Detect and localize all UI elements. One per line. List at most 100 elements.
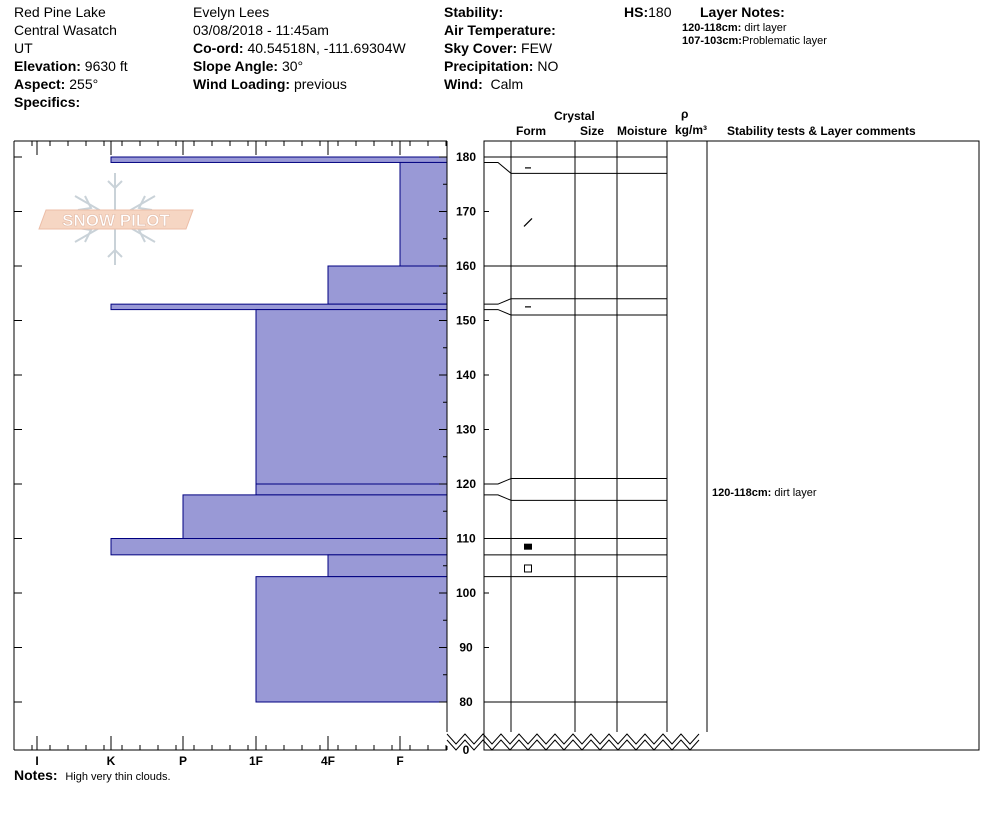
- coord-label: Co-ord:: [193, 40, 244, 56]
- height-tick-label-180: 180: [456, 150, 476, 164]
- hardness-bar-2: [399, 161, 448, 267]
- layer-note-2-range: 107-103cm:: [682, 35, 742, 47]
- hardness-tick-label-1F: 1F: [249, 754, 263, 768]
- location-name: Red Pine Lake: [14, 4, 106, 20]
- layer-comment-1-text: dirt layer: [774, 487, 817, 499]
- hardness-bar-6: [255, 483, 448, 496]
- hardness-bar-1: [110, 156, 448, 163]
- hardness-bar-10: [255, 576, 448, 703]
- hardness-bar-9: [327, 554, 448, 578]
- snowpilot-logo: SNOW PILOT: [38, 173, 194, 265]
- sky-cover-field: Sky Cover: FEW: [444, 39, 552, 57]
- hardness-tick-label-I: I: [35, 754, 38, 768]
- precip-label: Precipitation:: [444, 58, 534, 74]
- wind-loading-field: Wind Loading: previous: [193, 75, 347, 93]
- moisture-header: Moisture: [617, 124, 668, 138]
- observer-name: Evelyn Lees: [193, 4, 270, 20]
- layer-comment-1: 120-118cm: dirt layer: [712, 487, 817, 500]
- hardness-bar-7: [182, 494, 448, 539]
- grain-symbol-open-square: [524, 564, 532, 573]
- grain-symbol-slash: [523, 217, 533, 227]
- wind-value: Calm: [490, 76, 524, 92]
- observation-datetime: 03/08/2018 - 11:45am: [193, 22, 329, 38]
- logo-text: SNOW PILOT: [62, 211, 170, 230]
- height-tick-label-140: 140: [456, 368, 476, 382]
- wind-loading-label: Wind Loading:: [193, 76, 291, 92]
- elevation-value: 9630 ft: [84, 58, 128, 74]
- grain-connector-117: [484, 494, 512, 501]
- height-tick-label-90: 90: [459, 641, 473, 655]
- axis-break-zigzag-top: [446, 733, 700, 745]
- sky-cover-label: Sky Cover:: [444, 40, 518, 56]
- layer-comment-1-range: 120-118cm:: [712, 487, 772, 499]
- logo-banner: [38, 209, 194, 230]
- hardness-bar-3: [327, 265, 448, 305]
- layer-notes-label: Layer Notes:: [700, 4, 785, 20]
- grain-panel-border: [483, 140, 980, 751]
- grain-connector-177: [484, 161, 512, 174]
- hardness-tick-label-K: K: [107, 754, 116, 768]
- layer-note-2-text: Problematic layer: [741, 35, 827, 47]
- layer-note-1-text: dirt layer: [744, 22, 787, 34]
- hs-field: HS:180: [624, 3, 671, 21]
- hs-label: HS:: [624, 4, 649, 20]
- elevation-label: Elevation:: [14, 58, 81, 74]
- grain-connector-121: [484, 478, 512, 485]
- grain-connector-151: [484, 309, 512, 316]
- coord-value: 40.54518N, -111.69304W: [247, 40, 406, 56]
- wind-field: Wind: Calm: [444, 75, 523, 93]
- hardness-axes: I K P 1F 4F F: [13, 140, 447, 768]
- wind-label: Wind:: [444, 76, 483, 92]
- aspect-field: Aspect: 255°: [14, 75, 98, 93]
- sky-cover-value: FEW: [521, 40, 553, 56]
- hardness-tick-label-4F: 4F: [321, 754, 335, 768]
- height-tick-label-130: 130: [456, 423, 476, 437]
- slope-field: Slope Angle: 30°: [193, 57, 303, 75]
- layer-note-1: 120-118cm: dirt layer: [682, 22, 787, 35]
- range-name: Central Wasatch: [14, 22, 117, 38]
- wind-loading-value: previous: [293, 76, 347, 92]
- height-tick-label-120: 120: [456, 477, 476, 491]
- slope-label: Slope Angle:: [193, 58, 279, 74]
- size-header: Size: [580, 124, 605, 138]
- grain-connector-154: [484, 298, 512, 305]
- aspect-label: Aspect:: [14, 76, 66, 92]
- height-tick-label-160: 160: [456, 259, 476, 273]
- axis-break-zigzag-bottom: [446, 739, 700, 751]
- air-temp-label: Air Temperature:: [444, 22, 556, 38]
- height-axis: 0 80 90 100 110 120 130 140 150 160 170 180: [439, 141, 476, 757]
- hardness-tick-label-P: P: [179, 754, 187, 768]
- elevation-field: Elevation: 9630 ft: [14, 57, 128, 75]
- height-tick-label-0: 0: [463, 743, 470, 757]
- precip-value: NO: [537, 58, 559, 74]
- hardness-tick-label-F: F: [396, 754, 403, 768]
- layer-note-2: 107-103cm:Problematic layer: [682, 35, 827, 48]
- aspect-value: 255°: [69, 76, 99, 92]
- hardness-bars: [110, 156, 448, 703]
- density-unit: kg/m³: [675, 123, 708, 137]
- hardness-bar-4: [110, 303, 448, 311]
- height-tick-label-150: 150: [456, 314, 476, 328]
- form-header: Form: [516, 124, 546, 138]
- specifics-label: Specifics:: [14, 94, 81, 110]
- layer-note-1-range: 120-118cm:: [682, 22, 742, 34]
- notes-field: Notes: High very thin clouds.: [14, 766, 171, 786]
- precip-field: Precipitation: NO: [444, 57, 558, 75]
- coord-field: Co-ord: 40.54518N, -111.69304W: [193, 39, 406, 57]
- state-name: UT: [14, 40, 33, 56]
- grain-symbol-filled-square: [524, 543, 532, 550]
- notes-label: Notes:: [14, 767, 58, 783]
- stability-label: Stability:: [444, 4, 504, 20]
- density-symbol: ρ: [681, 107, 689, 121]
- height-tick-label-80: 80: [459, 695, 473, 709]
- notes-text: High very thin clouds.: [65, 771, 171, 783]
- height-tick-label-110: 110: [456, 532, 476, 546]
- crystal-header: Crystal: [554, 109, 595, 123]
- grain-panel: [446, 140, 980, 751]
- height-tick-label-100: 100: [456, 586, 476, 600]
- hardness-bar-5: [255, 309, 448, 485]
- height-tick-label-170: 170: [456, 205, 476, 219]
- hardness-bar-8: [110, 538, 448, 556]
- hs-value: 180: [648, 4, 672, 20]
